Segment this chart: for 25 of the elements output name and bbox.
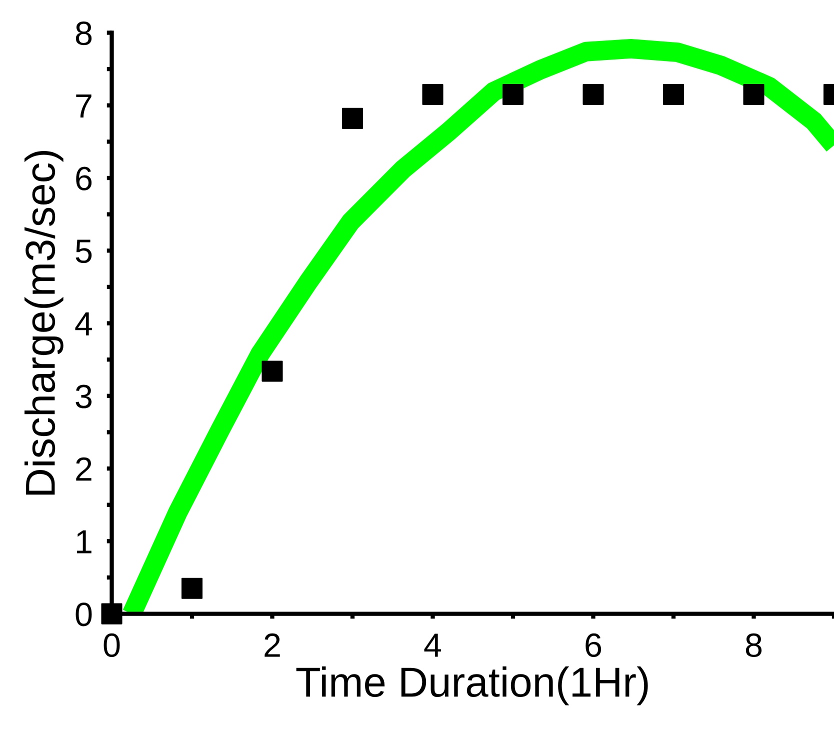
x-tick-label: 4 <box>424 634 442 657</box>
point <box>181 578 203 599</box>
y-axis-title: Discharge(m3/sec) <box>24 151 64 495</box>
point <box>502 84 524 105</box>
point <box>262 360 283 382</box>
y-tick-label: 8 <box>76 22 92 46</box>
x-tick-label: 6 <box>586 633 602 658</box>
x-axis-title: Time Duration(1Hr) <box>296 666 648 706</box>
y-tick-label: 0 <box>76 602 92 626</box>
y-tick-label: 5 <box>76 240 92 264</box>
x-tick-label: 8 <box>746 633 762 658</box>
point <box>422 84 444 105</box>
point <box>662 84 684 105</box>
y-tick-label: 7 <box>76 94 92 118</box>
y-tick-label: 1 <box>77 530 92 554</box>
x-tick-label: 0 <box>104 633 120 658</box>
point <box>101 603 122 624</box>
y-tick-label: 3 <box>76 384 92 408</box>
point <box>743 84 764 105</box>
y-tick-label: 2 <box>76 457 92 481</box>
point <box>342 108 364 129</box>
x-tick-label: 2 <box>264 633 280 657</box>
y-tick-label: 4 <box>75 312 92 336</box>
point <box>582 84 604 105</box>
y-tick-label: 6 <box>76 166 92 190</box>
